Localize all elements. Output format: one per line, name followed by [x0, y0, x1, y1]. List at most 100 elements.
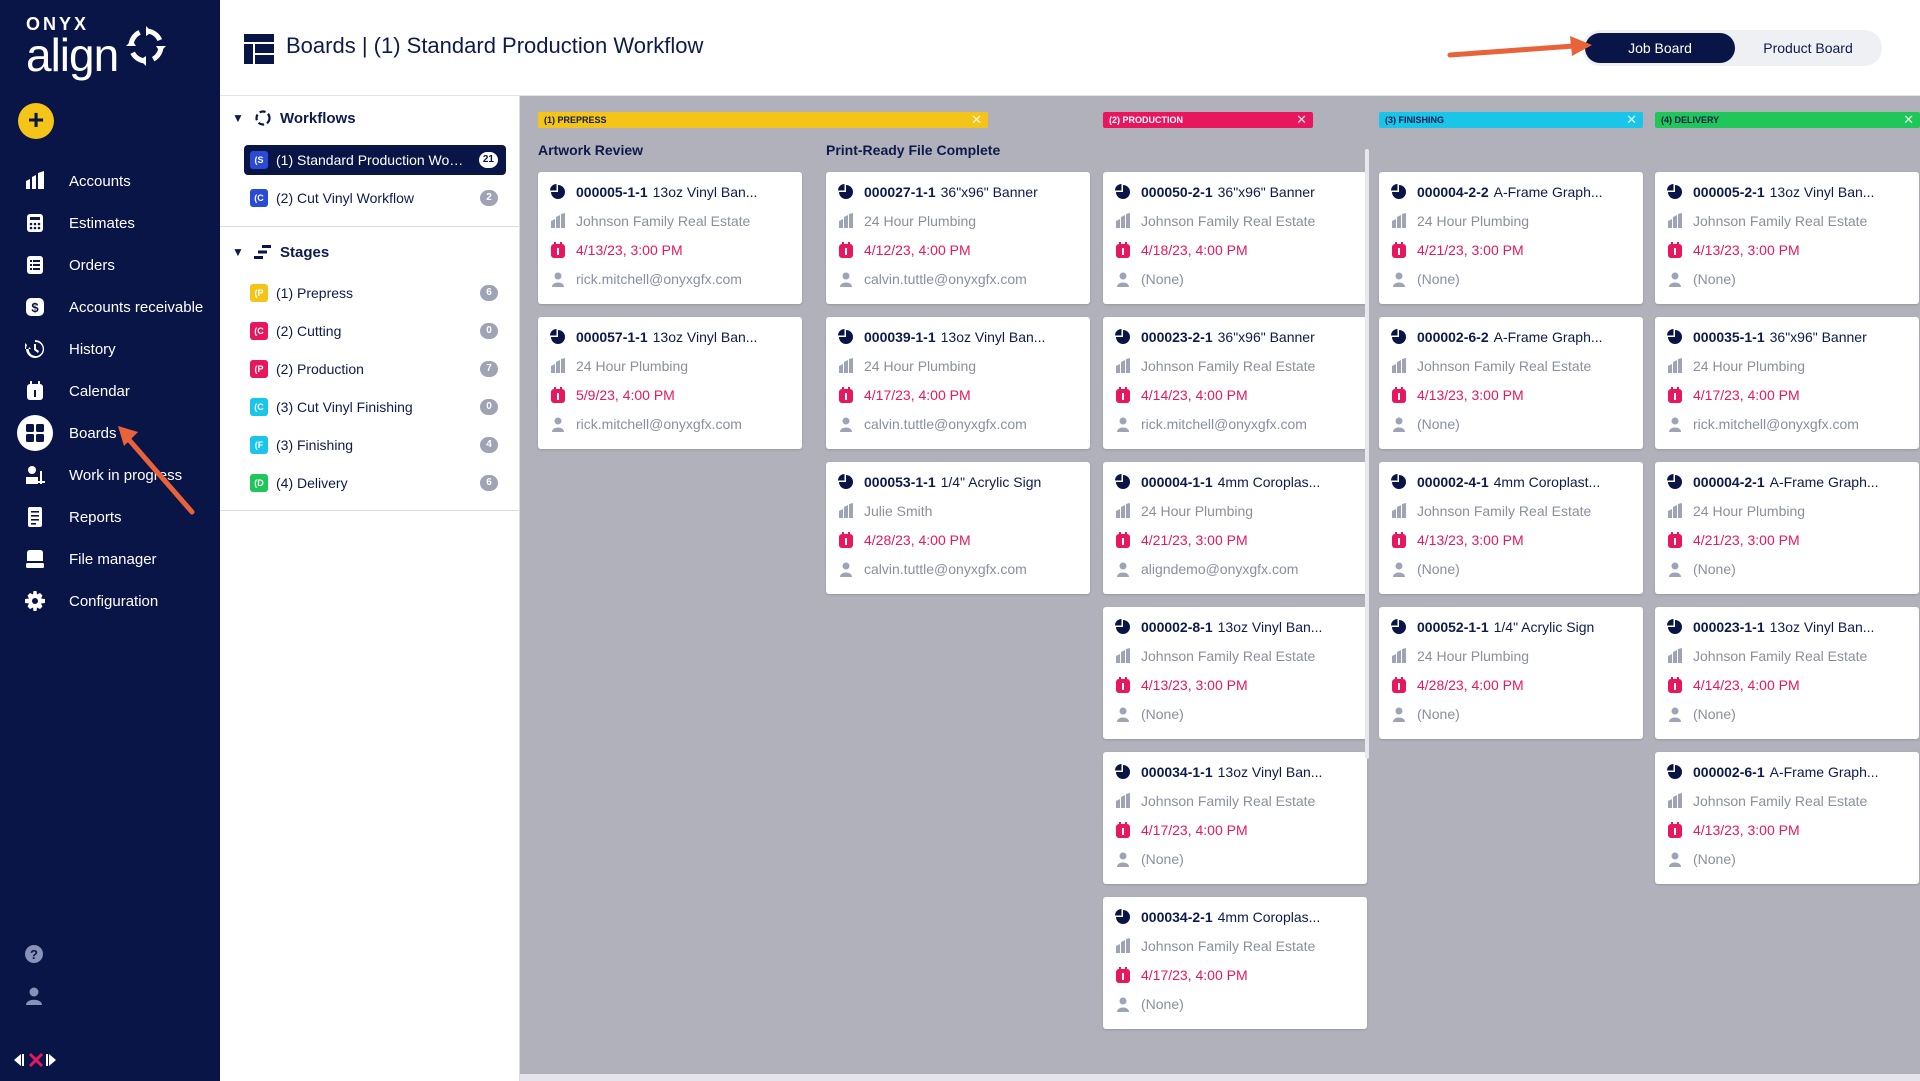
account-building-icon [839, 503, 853, 518]
job-title-row: 000023-2-1 36"x96" Banner [1115, 327, 1315, 347]
job-card[interactable]: 000023-2-1 36"x96" Banner Johnson Family R… [1103, 317, 1367, 449]
close-icon[interactable]: ✕ [1903, 112, 1914, 127]
item-name: (2) Cutting [276, 323, 342, 339]
product-name: 36"x96" Banner [1217, 184, 1315, 200]
due-date: 4/17/23, 4:00 PM [864, 387, 971, 403]
account-building-icon [1668, 648, 1682, 663]
page-title: Boards | (1) Standard Production Workflo… [286, 33, 704, 58]
nav-item-configuration[interactable]: Configuration [0, 580, 220, 622]
stages-item[interactable]: (D (4) Delivery 6 [244, 468, 506, 498]
stage-tag-icon: (D [250, 474, 268, 492]
job-card[interactable]: 000050-2-1 36"x96" Banner Johnson Family R… [1103, 172, 1367, 304]
stages-item[interactable]: (C (2) Cutting 0 [244, 316, 506, 346]
job-card[interactable]: 000004-2-1 A-Frame Graph... 24 Hour Plumbi… [1655, 462, 1919, 594]
job-card[interactable]: 000034-1-1 13oz Vinyl Ban... Johnson Famil… [1103, 752, 1367, 884]
assignee-row: rick.mitchell@onyxgfx.com [1667, 414, 1859, 434]
job-id: 000034-2-1 [1141, 909, 1213, 925]
item-name: (2) Cut Vinyl Workflow [276, 190, 414, 206]
job-card[interactable]: 000034-2-1 4mm Coroplas... Johnson Family … [1103, 897, 1367, 1029]
job-title-row: 000002-6-1 A-Frame Graph... [1667, 762, 1879, 782]
job-card[interactable]: 000023-1-1 13oz Vinyl Ban... Johnson Famil… [1655, 607, 1919, 739]
due-date-row: 4/13/23, 3:00 PM [1115, 675, 1248, 695]
due-date: 4/18/23, 4:00 PM [1141, 242, 1248, 258]
nav-item-orders[interactable]: Orders [0, 244, 220, 286]
job-card[interactable]: 000002-6-2 A-Frame Graph... Johnson Family… [1379, 317, 1643, 449]
account-name: 24 Hour Plumbing [1693, 503, 1806, 519]
assignee-row: (None) [1115, 704, 1184, 724]
stages-item[interactable]: (P (2) Production 7 [244, 354, 506, 384]
job-card[interactable]: 000005-1-1 13oz Vinyl Ban... Johnson Famil… [538, 172, 802, 304]
assignee-user-icon [1393, 417, 1405, 432]
nav-item-accounts[interactable]: Accounts [0, 160, 220, 202]
stages-section-header[interactable]: ▼ Stages [232, 240, 329, 264]
stages-item[interactable]: (C (3) Cut Vinyl Finishing 0 [244, 392, 506, 422]
collapse-nav-icon[interactable] [12, 1050, 58, 1072]
job-card[interactable]: 000052-1-1 1/4" Acrylic Sign 24 Hour Plumb… [1379, 607, 1643, 739]
nav-item-boards[interactable]: Boards [0, 412, 220, 454]
horizontal-scrollbar[interactable] [520, 1074, 1920, 1081]
job-card[interactable]: 000027-1-1 36"x96" Banner 24 Hour Plumbing… [826, 172, 1090, 304]
account-name: Johnson Family Real Estate [1693, 793, 1868, 809]
nav-item-work-in-progress[interactable]: Work in progress [0, 454, 220, 496]
job-card[interactable]: 000004-1-1 4mm Coroplas... 24 Hour Plumbin… [1103, 462, 1367, 594]
stages-item[interactable]: (P (1) Prepress 6 [244, 278, 506, 308]
assignee-user-icon [1117, 997, 1129, 1012]
job-card[interactable]: 000035-1-1 36"x96" Banner 24 Hour Plumbing… [1655, 317, 1919, 449]
job-board-toggle[interactable]: Job Board [1585, 33, 1735, 63]
vertical-scrollbar[interactable] [1365, 149, 1369, 759]
workflows-section-header[interactable]: ▼ Workflows [232, 106, 356, 130]
job-card[interactable]: 000005-2-1 13oz Vinyl Ban... Johnson Famil… [1655, 172, 1919, 304]
workflows-item[interactable]: (C (2) Cut Vinyl Workflow 2 [244, 183, 506, 213]
job-card[interactable]: 000002-8-1 13oz Vinyl Ban... Johnson Famil… [1103, 607, 1367, 739]
onyx-align-logo[interactable]: ONYX align [26, 14, 176, 81]
user-profile-icon[interactable] [24, 986, 46, 1008]
account-name: Johnson Family Real Estate [1141, 358, 1316, 374]
due-date-row: 4/28/23, 4:00 PM [838, 530, 971, 550]
job-card[interactable]: 000002-4-1 4mm Coroplast... Johnson Family… [1379, 462, 1643, 594]
nav-item-estimates[interactable]: Estimates [0, 202, 220, 244]
close-icon[interactable]: ✕ [1296, 112, 1307, 127]
job-card[interactable]: 000057-1-1 13oz Vinyl Ban... 24 Hour Plumb… [538, 317, 802, 449]
assignee: calvin.tuttle@onyxgfx.com [864, 271, 1027, 287]
stage-bar-label: (3) FINISHING [1385, 115, 1445, 125]
workflows-item[interactable]: (S (1) Standard Production Workflow 21 [244, 145, 506, 175]
left-nav: ONYX align + Accounts Estimates Orders $ Acc… [0, 0, 220, 1081]
nav-item-calendar[interactable]: Calendar [0, 370, 220, 412]
job-title-row: 000057-1-1 13oz Vinyl Ban... [550, 327, 757, 347]
close-icon[interactable]: ✕ [971, 112, 982, 127]
stages-item[interactable]: (F (3) Finishing 4 [244, 430, 506, 460]
brand-top: ONYX [26, 14, 90, 34]
nav-item-file-manager[interactable]: File manager [0, 538, 220, 580]
job-card[interactable]: 000053-1-1 1/4" Acrylic Sign Julie Smith 4/… [826, 462, 1090, 594]
job-icon [1667, 474, 1682, 489]
due-date: 4/12/23, 4:00 PM [864, 242, 971, 258]
job-title-row: 000023-1-1 13oz Vinyl Ban... [1667, 617, 1874, 637]
job-card[interactable]: 000039-1-1 13oz Vinyl Ban... 24 Hour Plumb… [826, 317, 1090, 449]
job-card[interactable]: 000004-2-2 A-Frame Graph... 24 Hour Plumbi… [1379, 172, 1643, 304]
due-date-row: 4/21/23, 3:00 PM [1667, 530, 1800, 550]
due-date-calendar-icon [1116, 967, 1130, 983]
nav-item-reports[interactable]: Reports [0, 496, 220, 538]
due-date-row: 4/12/23, 4:00 PM [838, 240, 971, 260]
stages-icon [254, 245, 271, 259]
due-date-calendar-icon [1668, 242, 1682, 258]
account-row: Johnson Family Real Estate [1115, 356, 1315, 376]
due-date-calendar-icon [839, 532, 853, 548]
product-name: 13oz Vinyl Ban... [1217, 764, 1323, 780]
account-row: Johnson Family Real Estate [1667, 211, 1867, 231]
help-icon[interactable]: ? [24, 944, 46, 966]
item-name: (3) Finishing [276, 437, 354, 453]
account-name: 24 Hour Plumbing [576, 358, 689, 374]
add-new-button[interactable]: + [18, 103, 54, 139]
job-title-row: 000034-1-1 13oz Vinyl Ban... [1115, 762, 1322, 782]
nav-item-accounts-receivable[interactable]: $ Accounts receivable [0, 286, 220, 328]
product-board-toggle[interactable]: Product Board [1763, 40, 1853, 56]
nav-item-label: Boards [69, 424, 117, 442]
nav-item-history[interactable]: History [0, 328, 220, 370]
account-row: 24 Hour Plumbing [1667, 356, 1805, 376]
assignee: (None) [1417, 271, 1460, 287]
job-title-row: 000005-2-1 13oz Vinyl Ban... [1667, 182, 1874, 202]
account-building-icon [1668, 503, 1682, 518]
close-icon[interactable]: ✕ [1626, 112, 1637, 127]
job-card[interactable]: 000002-6-1 A-Frame Graph... Johnson Family… [1655, 752, 1919, 884]
